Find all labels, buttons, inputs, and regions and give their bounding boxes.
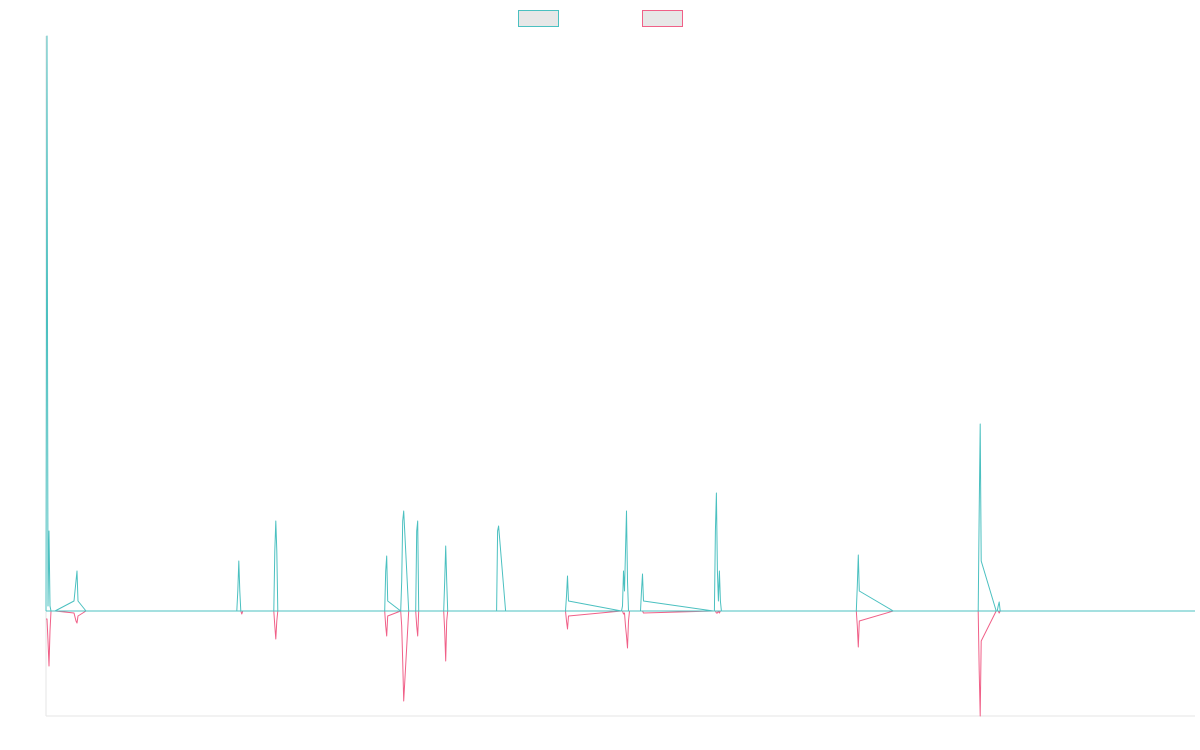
series-line-1 bbox=[45, 35, 1195, 612]
legend-swatch-2[interactable] bbox=[642, 10, 683, 27]
legend-swatch-1[interactable] bbox=[518, 10, 559, 27]
series-line-2 bbox=[46, 610, 1195, 717]
legend bbox=[518, 10, 683, 27]
axes bbox=[45, 36, 1195, 717]
series-layer bbox=[45, 35, 1195, 717]
